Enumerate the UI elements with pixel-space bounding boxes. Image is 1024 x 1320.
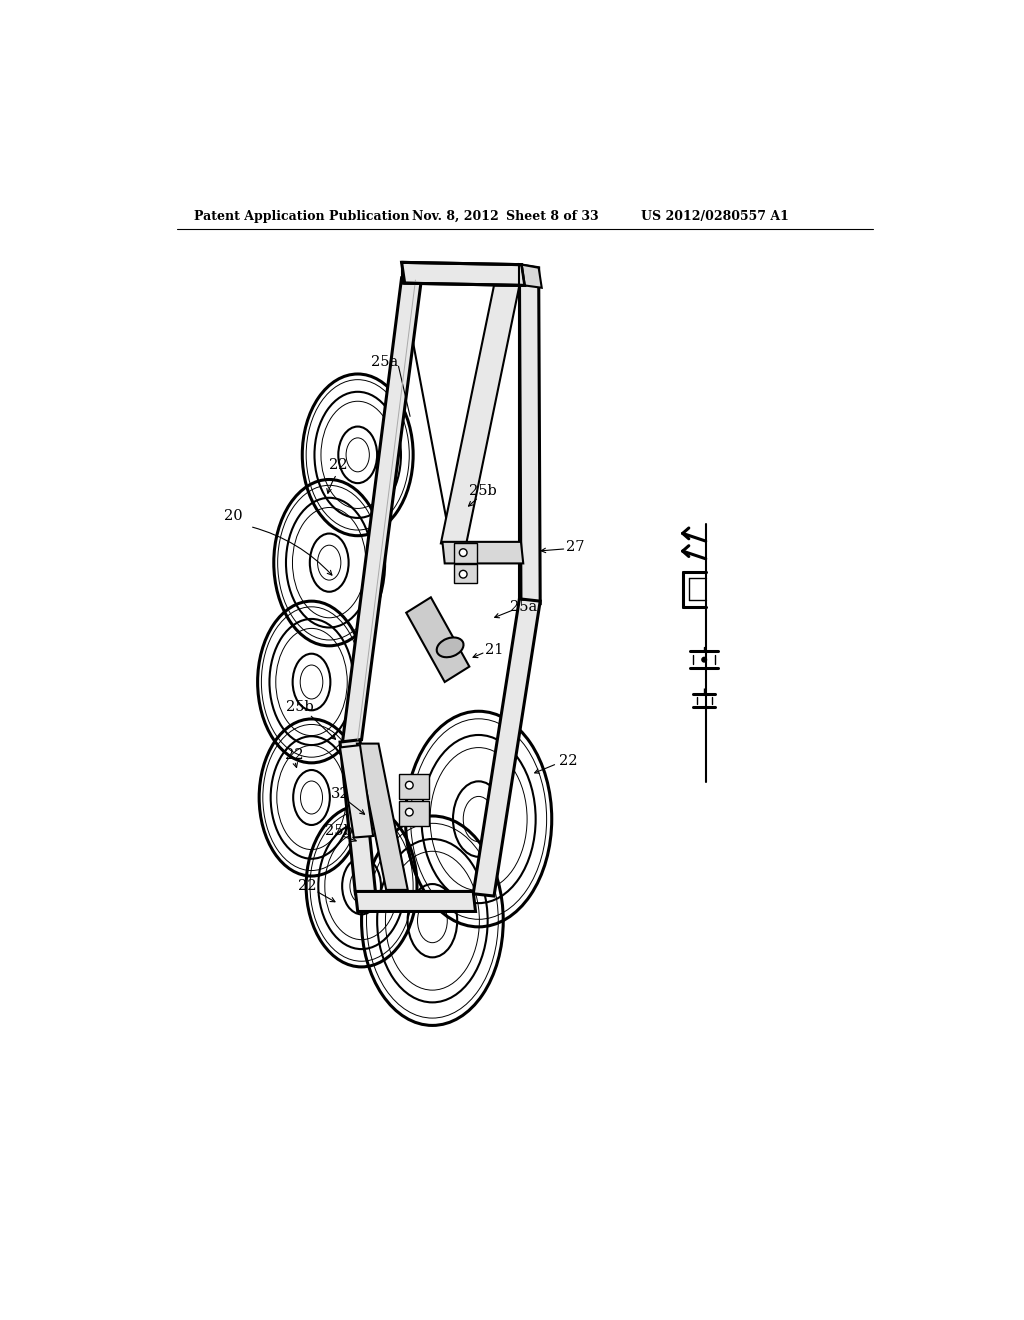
- Text: 22: 22: [286, 748, 304, 762]
- Text: Patent Application Publication: Patent Application Publication: [194, 210, 410, 223]
- Text: 32: 32: [331, 788, 349, 801]
- Polygon shape: [340, 739, 376, 894]
- Ellipse shape: [406, 781, 413, 789]
- Polygon shape: [473, 599, 541, 896]
- Polygon shape: [519, 264, 541, 603]
- Polygon shape: [398, 775, 429, 799]
- Text: 25b: 25b: [469, 484, 497, 498]
- Ellipse shape: [460, 570, 467, 578]
- Text: Sheet 8 of 33: Sheet 8 of 33: [506, 210, 598, 223]
- Text: 21: 21: [484, 643, 503, 656]
- Polygon shape: [441, 285, 519, 548]
- Text: 25b: 25b: [325, 824, 352, 838]
- Polygon shape: [340, 744, 373, 837]
- Polygon shape: [521, 264, 542, 288]
- Text: 25b: 25b: [286, 701, 313, 714]
- Text: US 2012/0280557 A1: US 2012/0280557 A1: [641, 210, 788, 223]
- Polygon shape: [407, 597, 469, 682]
- Polygon shape: [454, 564, 477, 583]
- Polygon shape: [355, 891, 475, 911]
- Text: 25a: 25a: [371, 355, 398, 370]
- Text: 22: 22: [298, 879, 316, 894]
- Text: 22: 22: [559, 754, 578, 767]
- Ellipse shape: [406, 808, 413, 816]
- Polygon shape: [442, 543, 523, 564]
- Text: 22: 22: [329, 458, 348, 471]
- Polygon shape: [454, 544, 477, 562]
- Text: Nov. 8, 2012: Nov. 8, 2012: [412, 210, 499, 223]
- Ellipse shape: [436, 638, 464, 657]
- Ellipse shape: [701, 657, 707, 663]
- Text: 27: 27: [566, 540, 585, 554]
- Polygon shape: [357, 743, 408, 890]
- Polygon shape: [342, 277, 422, 743]
- Polygon shape: [398, 801, 429, 826]
- Text: 25a: 25a: [510, 599, 537, 614]
- Text: 20: 20: [223, 510, 243, 524]
- Ellipse shape: [460, 549, 467, 557]
- Polygon shape: [401, 263, 524, 285]
